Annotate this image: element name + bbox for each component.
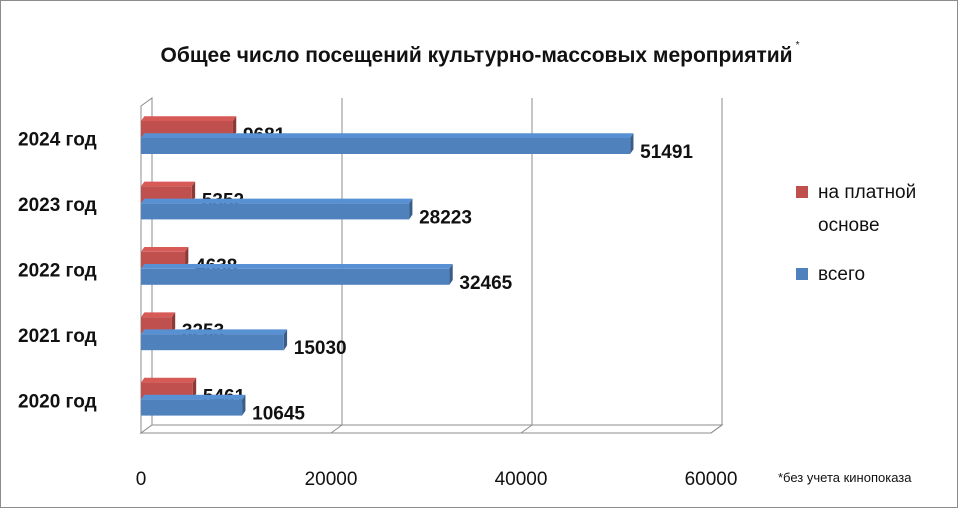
bar <box>141 382 193 399</box>
category-label: 2020 год <box>18 391 97 412</box>
category-label: 2023 год <box>18 195 97 216</box>
bar <box>141 138 631 154</box>
bar-end-face <box>185 247 189 268</box>
bar-end-face <box>449 264 453 285</box>
data-label: 15030 <box>294 338 347 359</box>
bar-end-face <box>630 133 634 154</box>
bar-end-face <box>409 198 413 220</box>
gridline-floor <box>330 424 343 434</box>
bar-top-face <box>141 247 189 252</box>
gridline-floor <box>520 424 533 434</box>
data-label: 32465 <box>459 273 512 294</box>
bar-top-face <box>141 133 634 138</box>
bar-top-face <box>141 198 413 204</box>
title-footnote-mark: * <box>795 40 800 51</box>
x-tick-label: 0 <box>136 469 147 490</box>
x-tick-label: 40000 <box>495 469 548 490</box>
data-label: 28223 <box>419 207 472 228</box>
bar <box>141 399 243 416</box>
category-label: 2021 год <box>18 326 97 347</box>
bar-end-face <box>232 116 237 137</box>
category-label: 2024 год <box>18 130 97 151</box>
chart-title: Общее число посещений культурно-массовых… <box>160 40 800 67</box>
bar-top-face <box>141 377 197 383</box>
bar-top-face <box>141 329 288 335</box>
legend-label: на платной <box>818 182 916 203</box>
bar <box>141 334 284 351</box>
legend-label: всего <box>818 264 865 285</box>
bar <box>141 121 233 137</box>
x-tick-label: 20000 <box>305 469 358 490</box>
bar-end-face <box>171 312 176 334</box>
bar <box>141 251 186 268</box>
bar-end-face <box>283 329 288 351</box>
bar <box>141 203 410 220</box>
legend-label: основе <box>818 215 880 236</box>
bar <box>141 317 172 334</box>
footnote: *без учета кинопоказа <box>778 470 912 485</box>
bar-end-face <box>242 394 246 416</box>
x-tick-label: 60000 <box>685 469 738 490</box>
category-label: 2022 год <box>18 261 97 282</box>
legend-swatch <box>796 186 808 198</box>
bar-top-face <box>141 181 196 187</box>
gridline-floor <box>710 424 723 434</box>
bar-top-face <box>141 116 237 121</box>
bar-top-face <box>141 394 246 400</box>
bar-end-face <box>192 377 197 399</box>
floor <box>139 424 724 434</box>
bar <box>141 268 450 285</box>
bar <box>141 186 192 203</box>
bar-top-face <box>141 264 453 269</box>
data-label: 51491 <box>640 142 693 163</box>
bar-top-face <box>141 312 176 318</box>
legend-swatch <box>796 268 808 280</box>
data-label: 10645 <box>252 404 305 425</box>
bar-end-face <box>191 181 196 203</box>
